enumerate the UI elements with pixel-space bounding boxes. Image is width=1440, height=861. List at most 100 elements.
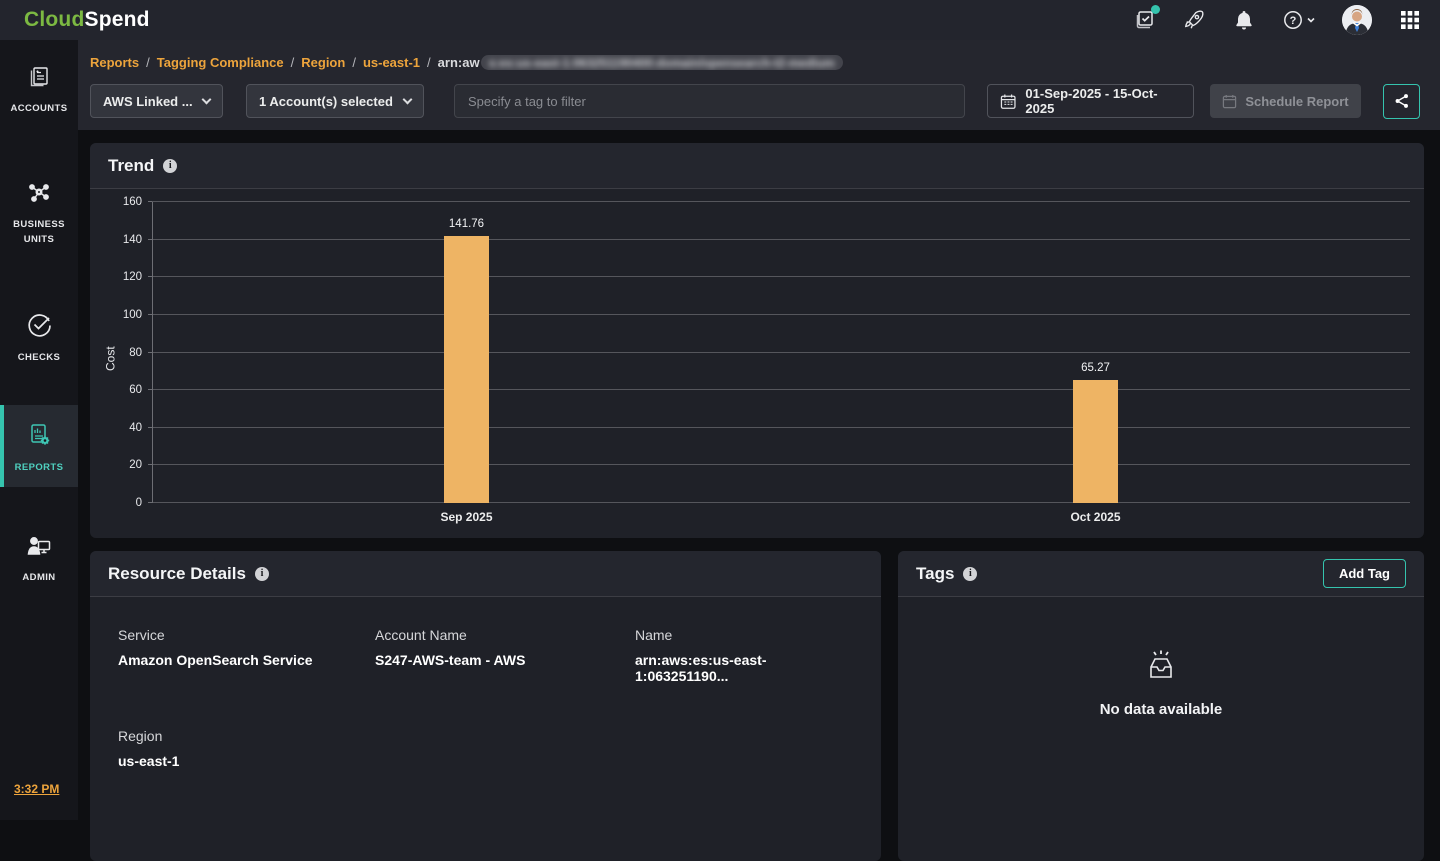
- y-axis-line: [152, 202, 153, 503]
- schedule-report-label: Schedule Report: [1245, 93, 1349, 109]
- bar-value-label: 65.27: [1081, 362, 1110, 375]
- sidebar-item-checks[interactable]: CHECKS: [0, 295, 78, 377]
- y-tick-label: 80: [129, 346, 142, 359]
- field-value: arn:aws:es:us-east-1:063251190...: [635, 652, 767, 684]
- rocket-icon[interactable]: [1182, 8, 1206, 32]
- field-label: Name: [635, 627, 673, 643]
- cloudspend-logo[interactable]: CloudSpend: [24, 8, 150, 32]
- notification-dot: [1151, 5, 1160, 14]
- field-value: S247-AWS-team - AWS: [375, 652, 526, 668]
- gridline: [152, 238, 1410, 240]
- trend-plot: 0 20 40 60 80 100 120 140 160 141.76 Sep 2025 65.27…: [123, 196, 1410, 524]
- chevron-down-icon: [1307, 17, 1315, 23]
- info-icon[interactable]: i: [254, 566, 269, 581]
- resource-details-body: Service Amazon OpenSearch Service Accoun…: [90, 597, 881, 769]
- tasks-icon[interactable]: [1132, 5, 1160, 32]
- arn-visible-prefix: arn:aw: [437, 54, 480, 70]
- empty-inbox-icon: [1150, 650, 1172, 678]
- field-account-name: Account Name S247-AWS-team - AWS: [375, 627, 635, 684]
- accounts-icon: [26, 64, 52, 95]
- breadcrumb-link-tagging-compliance[interactable]: Tagging Compliance: [156, 54, 284, 70]
- topbar-icon-group: ?: [1132, 5, 1422, 35]
- sidebar-item-label: CHECKS: [17, 351, 61, 363]
- breadcrumb: Reports / Tagging Compliance / Region / …: [90, 53, 1424, 71]
- y-tick-label: 40: [129, 421, 142, 434]
- trend-panel: Trend i Cost 0 20 40 60 80 100 120 140 160 141.76…: [90, 143, 1424, 538]
- gridline: [152, 426, 1410, 428]
- trend-panel-header: Trend i: [90, 143, 1424, 189]
- y-tick-mark: [148, 389, 152, 391]
- sidebar-item-accounts[interactable]: ACCOUNTS: [0, 48, 78, 128]
- y-tick-label: 140: [122, 233, 142, 246]
- breadcrumb-separator: /: [352, 54, 356, 70]
- help-menu[interactable]: ?: [1282, 9, 1316, 31]
- schedule-report-button[interactable]: Schedule Report: [1210, 84, 1361, 118]
- tag-filter-input[interactable]: [454, 84, 965, 118]
- field-label: Service: [118, 627, 165, 643]
- admin-icon: [25, 533, 53, 564]
- y-tick-mark: [148, 201, 152, 202]
- y-tick-label: 0: [135, 497, 142, 509]
- y-tick-mark: [148, 426, 152, 428]
- share-report-button[interactable]: [1383, 83, 1420, 119]
- trend-bar[interactable]: [1073, 380, 1118, 503]
- sidebar-item-label: REPORTS: [14, 462, 64, 473]
- breadcrumb-link-us-east-1[interactable]: us-east-1: [362, 54, 421, 70]
- sidebar-item-reports[interactable]: REPORTS: [0, 405, 78, 488]
- bell-icon[interactable]: [1232, 8, 1256, 32]
- date-range-picker[interactable]: 01-Sep-2025 - 15-Oct-2025: [987, 84, 1194, 118]
- tags-panel: Tags i Add Tag No data available: [898, 551, 1424, 861]
- chevron-down-icon: [201, 94, 212, 104]
- sidebar-nav: ACCOUNTS BUSINESS UNITS CHECKS: [0, 40, 78, 820]
- field-region: Region us-east-1: [118, 728, 375, 769]
- sidebar-item-business-units[interactable]: BUSINESS UNITS: [0, 162, 78, 259]
- date-range-value: 01-Sep-2025 - 15-Oct-2025: [1025, 86, 1158, 116]
- y-tick-mark: [148, 313, 152, 315]
- user-avatar[interactable]: [1342, 5, 1372, 35]
- y-tick-mark: [148, 502, 152, 503]
- checks-icon: [25, 311, 53, 344]
- breadcrumb-link-region[interactable]: Region: [301, 54, 346, 70]
- x-tick-label: Sep 2025: [440, 510, 493, 524]
- accounts-selected-dropdown[interactable]: 1 Account(s) selected: [246, 84, 424, 118]
- account-type-dropdown[interactable]: AWS Linked ...: [90, 84, 223, 118]
- gridline: [152, 464, 1410, 466]
- accounts-selected-value: 1 Account(s) selected: [259, 93, 393, 109]
- chevron-down-icon: [402, 94, 413, 104]
- field-label: Account Name: [375, 627, 467, 643]
- top-header-bar: CloudSpend: [0, 0, 1440, 40]
- resource-details-title: Resource Details: [108, 563, 246, 583]
- last-refresh-time[interactable]: 3:32 PM: [14, 782, 60, 796]
- y-tick-label: 160: [122, 196, 142, 208]
- info-icon[interactable]: i: [163, 158, 178, 173]
- x-tick-label: Oct 2025: [1070, 510, 1121, 524]
- gridline: [152, 502, 1410, 503]
- schedule-icon: [1223, 94, 1237, 108]
- reports-icon: [25, 421, 53, 454]
- y-tick-label: 120: [122, 271, 142, 284]
- arn-redacted-segment: s:es:us-east-1:063251190400:domain/opens…: [480, 54, 843, 70]
- breadcrumb-link-reports[interactable]: Reports: [90, 54, 140, 70]
- add-tag-button[interactable]: Add Tag: [1322, 559, 1406, 588]
- sidebar-item-label: BUSINESS UNITS: [13, 219, 65, 245]
- sidebar-item-label: ADMIN: [22, 572, 56, 584]
- info-icon[interactable]: i: [963, 566, 978, 581]
- field-service: Service Amazon OpenSearch Service: [118, 627, 375, 684]
- breadcrumb-separator: /: [427, 54, 431, 70]
- apps-grid-icon[interactable]: [1398, 8, 1422, 32]
- gridline: [152, 351, 1410, 353]
- trend-bar[interactable]: [444, 236, 489, 503]
- svg-text:?: ?: [1290, 15, 1297, 27]
- tags-empty-state: No data available: [898, 649, 1424, 718]
- gridline: [152, 201, 1410, 202]
- tags-panel-header: Tags i Add Tag: [898, 551, 1424, 597]
- y-tick-label: 60: [129, 384, 142, 397]
- field-value: Amazon OpenSearch Service: [118, 652, 313, 668]
- gridline: [152, 389, 1410, 391]
- y-tick-mark: [148, 238, 152, 240]
- calendar-icon: [1000, 93, 1016, 109]
- share-icon: [1395, 94, 1408, 108]
- logo-spend: Spend: [84, 8, 150, 31]
- no-data-text: No data available: [1099, 701, 1223, 718]
- sidebar-item-admin[interactable]: ADMIN: [0, 517, 78, 597]
